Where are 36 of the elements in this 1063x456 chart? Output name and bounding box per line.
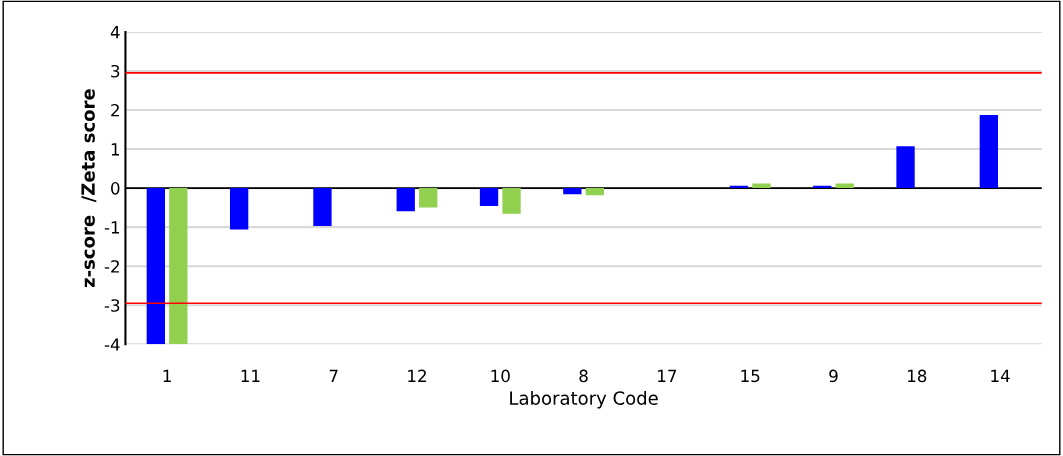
y-axis-title: z-score /Zeta score <box>81 89 97 288</box>
bar <box>896 146 915 189</box>
y-tick-label: 2 <box>111 103 119 117</box>
bar <box>169 188 188 345</box>
y-tick-label: -4 <box>104 338 120 351</box>
bar <box>313 188 332 226</box>
x-tick-label: 9 <box>829 369 838 383</box>
y-tick-label: 4 <box>110 26 120 39</box>
bar <box>419 188 438 208</box>
y-tick-label: -3 <box>104 299 120 312</box>
bar <box>752 183 771 189</box>
y-tick-label: 1 <box>111 143 120 156</box>
x-tick-label: 17 <box>658 369 677 382</box>
x-tick-label: 1 <box>163 369 171 382</box>
y-tick-label: -1 <box>104 221 120 234</box>
bar <box>835 183 854 189</box>
x-tick-label: 15 <box>741 369 760 383</box>
bar <box>979 115 999 189</box>
bar <box>585 188 604 196</box>
bar <box>479 188 499 207</box>
x-tick-label: 18 <box>908 369 927 383</box>
y-tick-label: 3 <box>111 64 120 78</box>
x-tick-label: 8 <box>579 369 588 383</box>
bar <box>396 188 415 212</box>
y-tick-label: 0 <box>111 182 120 195</box>
x-tick-label: 10 <box>491 369 510 383</box>
bar <box>563 188 582 195</box>
bar <box>502 188 521 214</box>
x-axis-title: Laboratory Code <box>510 390 658 409</box>
bar <box>146 188 165 345</box>
x-tick-label: 11 <box>241 369 260 382</box>
bar <box>229 188 249 230</box>
x-tick-label: 7 <box>329 369 338 382</box>
y-tick-label: -2 <box>104 260 119 273</box>
x-tick-label: 12 <box>408 369 426 382</box>
x-tick-label: 14 <box>991 369 1010 382</box>
